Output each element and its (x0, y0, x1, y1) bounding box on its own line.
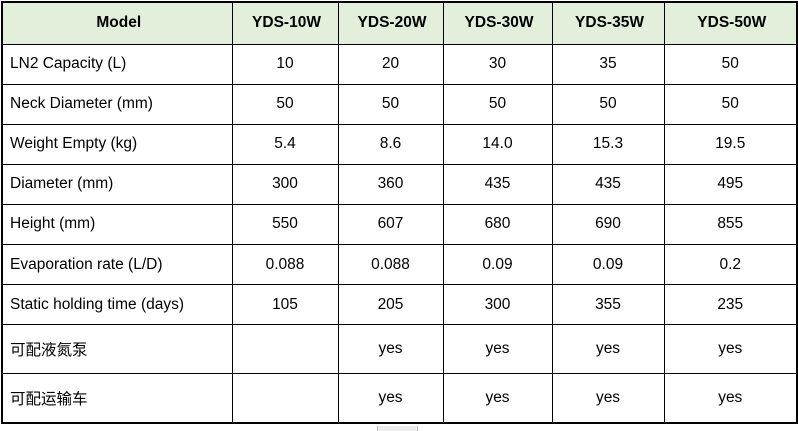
column-header-yds10w: YDS-10W (231, 1, 339, 45)
cell-value: 855 (663, 203, 798, 246)
cell-value: 0.09 (442, 244, 553, 286)
table-row: Neck Diameter (mm) 50 50 50 50 50 (1, 83, 798, 125)
cell-value: yes (337, 324, 444, 374)
cell-value: 0.088 (231, 244, 339, 286)
cell-value: 50 (442, 83, 553, 125)
table-row: Height (mm) 550 607 680 690 855 (1, 203, 798, 246)
cell-value: yes (337, 372, 444, 424)
cell-value: 435 (442, 163, 553, 205)
cell-value: yes (663, 372, 798, 424)
row-label: 可配运输车 (1, 372, 233, 424)
cell-value: 235 (663, 284, 798, 326)
cell-value: 50 (663, 83, 798, 125)
cell-value: 20 (337, 43, 444, 85)
table-row: LN2 Capacity (L) 10 20 30 35 50 (1, 43, 798, 85)
cell-value: 300 (442, 284, 553, 326)
table-header-row: Model YDS-10W YDS-20W YDS-30W YDS-35W YD… (1, 1, 798, 45)
cell-value: yes (551, 372, 665, 424)
cell-value: 435 (551, 163, 665, 205)
cell-value: 690 (551, 203, 665, 246)
cell-value: yes (442, 324, 553, 374)
row-label: Evaporation rate (L/D) (1, 244, 233, 286)
row-label: 可配液氮泵 (1, 324, 233, 374)
cell-value: 0.09 (551, 244, 665, 286)
column-header-yds20w: YDS-20W (337, 1, 444, 45)
cell-value: 105 (231, 284, 339, 326)
table-row: 可配液氮泵 yes yes yes yes (1, 324, 798, 374)
column-header-yds30w: YDS-30W (442, 1, 553, 45)
cell-value: 50 (663, 43, 798, 85)
cell-value: 14.0 (442, 123, 553, 165)
cell-value: 35 (551, 43, 665, 85)
cell-value: 0.2 (663, 244, 798, 286)
column-header-model: Model (1, 1, 233, 45)
cell-value: 495 (663, 163, 798, 205)
cell-value: yes (663, 324, 798, 374)
cell-value: 0.088 (337, 244, 444, 286)
cell-value: 50 (231, 83, 339, 125)
table-row: Weight Empty (kg) 5.4 8.6 14.0 15.3 19.5 (1, 123, 798, 165)
cell-value: 15.3 (551, 123, 665, 165)
table-row: Diameter (mm) 300 360 435 435 495 (1, 163, 798, 205)
cell-value (231, 372, 339, 424)
cell-value: 30 (442, 43, 553, 85)
cell-value: 355 (551, 284, 665, 326)
row-label: Neck Diameter (mm) (1, 83, 233, 125)
cell-value: 5.4 (231, 123, 339, 165)
row-label: LN2 Capacity (L) (1, 43, 233, 85)
row-label: Weight Empty (kg) (1, 123, 233, 165)
row-label: Diameter (mm) (1, 163, 233, 205)
cell-value: 550 (231, 203, 339, 246)
cell-value: 50 (337, 83, 444, 125)
cell-value: 50 (551, 83, 665, 125)
cell-value: 680 (442, 203, 553, 246)
cell-value: 607 (337, 203, 444, 246)
spec-table-body: LN2 Capacity (L) 10 20 30 35 50 Neck Diameter … (1, 43, 798, 424)
row-label: Height (mm) (1, 203, 233, 246)
table-row: 可配运输车 yes yes yes yes (1, 372, 798, 424)
table-row: Static holding time (days) 105 205 300 355 23… (1, 284, 798, 326)
column-header-yds50w: YDS-50W (663, 1, 798, 45)
horizontal-scrollbar-fragment[interactable] (377, 426, 418, 431)
cell-value (231, 324, 339, 374)
column-header-yds35w: YDS-35W (551, 1, 665, 45)
cell-value: yes (551, 324, 665, 374)
cell-value: 19.5 (663, 123, 798, 165)
cell-value: 10 (231, 43, 339, 85)
cell-value: 360 (337, 163, 444, 205)
table-row: Evaporation rate (L/D) 0.088 0.088 0.09 0.09… (1, 244, 798, 286)
cell-value: 8.6 (337, 123, 444, 165)
row-label: Static holding time (days) (1, 284, 233, 326)
cell-value: 300 (231, 163, 339, 205)
cell-value: yes (442, 372, 553, 424)
cell-value: 205 (337, 284, 444, 326)
